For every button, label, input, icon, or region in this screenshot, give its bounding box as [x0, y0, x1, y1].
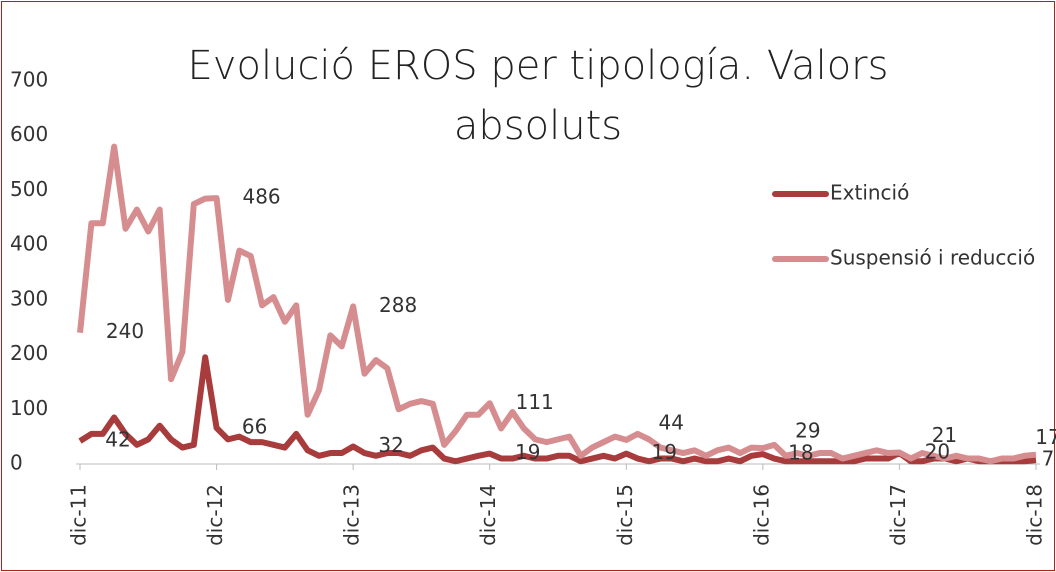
data-label: 20 [925, 440, 950, 464]
y-tick-label: 600 [10, 122, 48, 146]
y-tick-label: 400 [10, 232, 48, 256]
y-tick-label: 500 [10, 177, 48, 201]
data-label: 19 [515, 440, 540, 464]
x-tick-label: dic-15 [613, 484, 637, 546]
legend-label: Extinció [830, 181, 909, 205]
data-label: 32 [378, 433, 403, 457]
x-tick-label: dic-11 [67, 484, 91, 546]
data-label: 29 [795, 419, 820, 443]
y-tick-label: 100 [10, 396, 48, 420]
data-label: 17 [1035, 425, 1056, 449]
data-label: 288 [379, 293, 417, 317]
data-label: 240 [106, 319, 144, 343]
series-line [77, 143, 1037, 465]
x-tick-label: dic-18 [1023, 484, 1047, 546]
chart-title: Evolució EROS per tipología. Valors abso… [187, 43, 889, 149]
data-label: 21 [932, 423, 957, 447]
x-tick-label: dic-13 [340, 484, 364, 546]
y-tick-label: 300 [10, 286, 48, 310]
data-label: 19 [652, 440, 677, 464]
y-tick-label: 200 [10, 341, 48, 365]
data-label: 7 [1042, 447, 1055, 471]
x-tick-label: dic-12 [203, 484, 227, 546]
data-label: 18 [788, 441, 813, 465]
y-tick-label: 700 [10, 68, 48, 92]
data-label: 66 [242, 414, 267, 438]
x-tick-label: dic-16 [749, 484, 773, 546]
data-label: 111 [516, 390, 554, 414]
data-label: 42 [105, 428, 130, 452]
x-tick-label: dic-14 [476, 484, 500, 546]
y-tick-label: 0 [10, 451, 23, 475]
data-label: 44 [659, 410, 684, 434]
data-label: 486 [242, 185, 280, 209]
x-tick-label: dic-17 [886, 484, 910, 546]
series-line [78, 354, 1037, 465]
legend-label: Suspensió i reducció [830, 246, 1035, 270]
